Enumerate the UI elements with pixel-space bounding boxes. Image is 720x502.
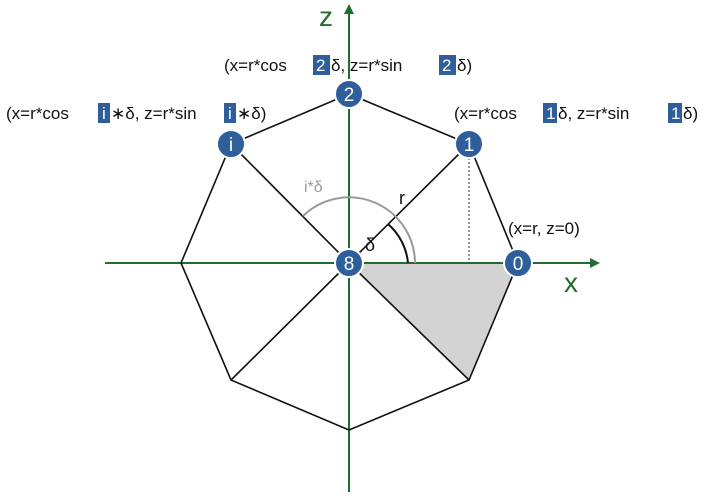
- coord-text: (x=r*cos: [454, 104, 522, 123]
- node-label: 8: [344, 254, 355, 275]
- coord-text: (x=r*cos: [6, 104, 74, 123]
- highlight-box: [313, 55, 330, 75]
- coord-index: 1: [546, 104, 555, 123]
- highlight-box: [543, 103, 557, 123]
- z-axis-label: z: [319, 1, 333, 32]
- octagon-outline: [180, 93, 519, 431]
- node-8: 8: [334, 248, 364, 278]
- radius-label: r: [399, 188, 405, 208]
- coord-text: ∗δ): [237, 104, 266, 123]
- shaded-wedge: [349, 263, 518, 380]
- node-label: 2: [344, 85, 355, 106]
- highlight-box: [439, 55, 456, 75]
- node-2: 2: [334, 79, 364, 109]
- coord-label-0: (x=r, z=0): [508, 219, 580, 238]
- svg-text:(x=r*cos 1δ, z=r*sin 1δ): (x=r*cos 1 δ, z=r*sin 1 δ): [454, 104, 698, 123]
- highlight-box: [224, 103, 236, 123]
- highlight-box: [98, 103, 110, 123]
- highlight-box: [668, 103, 682, 123]
- coord-text: δ, z=r*sin: [331, 56, 407, 75]
- node-label: 0: [513, 254, 524, 275]
- svg-text:(x=r*cos 2δ, z=r*sin 2δ): (x=r*cos 2 δ, z=r*sin 2 δ): [224, 56, 472, 75]
- coord-label-1: (x=r*cos 1 δ, z=r*sin 1 δ): [454, 103, 698, 123]
- spokes: [230, 143, 470, 381]
- coord-index: 2: [442, 56, 451, 75]
- coord-text: δ): [683, 104, 698, 123]
- node-1: 1: [454, 129, 484, 159]
- coord-text: δ): [457, 56, 472, 75]
- node-label: i: [229, 135, 233, 156]
- angle-delta-label: δ: [365, 235, 375, 255]
- angle-delta-arc: [387, 223, 409, 264]
- svg-text:(x=r*cos i∗δ, z=r*sin i∗δ): (x=r*cos i ∗δ, z=r*sin i ∗δ): [6, 104, 266, 123]
- node-i: i: [216, 129, 246, 159]
- angle-i-delta-label: i*δ: [304, 179, 323, 196]
- x-axis-label: x: [564, 267, 578, 298]
- node-0: 0: [503, 248, 533, 278]
- coord-index: i: [102, 104, 106, 123]
- coord-index: i: [228, 104, 232, 123]
- coord-index: 1: [671, 104, 680, 123]
- coord-index: 2: [316, 56, 325, 75]
- coord-text: (x=r*cos: [224, 56, 292, 75]
- node-label: 1: [464, 135, 475, 156]
- coord-label-2: (x=r*cos 2 δ, z=r*sin 2 δ): [224, 55, 472, 75]
- coord-label-i: (x=r*cos i ∗δ, z=r*sin i ∗δ): [6, 103, 266, 123]
- coord-text: δ, z=r*sin: [558, 104, 634, 123]
- angle-i-delta-arc: [302, 196, 416, 264]
- coord-text: ∗δ, z=r*sin: [111, 104, 201, 123]
